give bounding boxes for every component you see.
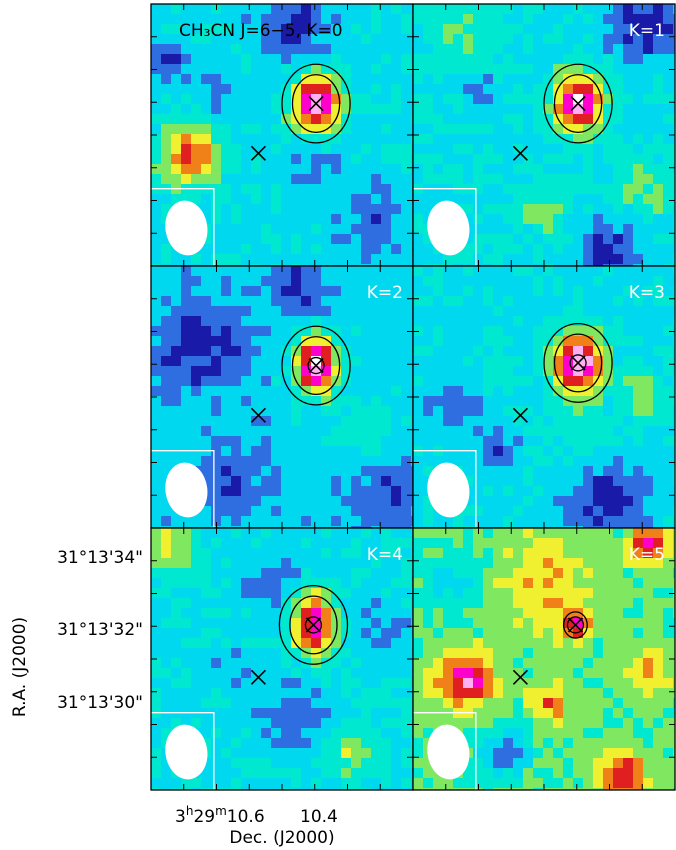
beam-box-3 xyxy=(151,450,215,528)
beam-ellipse-1 xyxy=(165,200,208,256)
xtick-hour: 3 xyxy=(175,807,186,827)
beam-box-1 xyxy=(151,188,215,266)
panel-2: K=1 xyxy=(412,3,676,267)
y-axis-label: R.A. (J2000) xyxy=(10,617,30,717)
xtick-label-ra: 3h29m10.6 xyxy=(175,804,265,827)
peak-marker-4 xyxy=(570,355,586,371)
panel-ticks-5 xyxy=(151,528,413,790)
peak-marker-1 xyxy=(308,95,324,112)
source-marker-1 xyxy=(250,145,266,161)
peak-circle-4 xyxy=(569,354,587,372)
intensity-map-6 xyxy=(413,528,675,790)
beam-ellipse-6 xyxy=(427,724,470,780)
peak-marker-3 xyxy=(308,357,324,374)
contour-3-1 xyxy=(281,325,351,406)
beam-ellipse-3 xyxy=(165,462,208,518)
panel-label-1: CH₃CN J=6−5, K=0 xyxy=(179,21,343,41)
panel-ticks-6 xyxy=(413,528,675,790)
beam-box-6 xyxy=(413,712,477,790)
peak-circle-5 xyxy=(304,616,323,634)
panel-5: K=4 xyxy=(150,527,414,791)
contour-1-2 xyxy=(291,74,341,134)
source-marker-3 xyxy=(250,407,266,423)
beam-ellipse-2 xyxy=(427,200,470,256)
ytick-label-34: 31°13'34" xyxy=(57,548,143,568)
beam-box-4 xyxy=(413,450,477,528)
contour-1-1 xyxy=(281,63,351,144)
panel-label-4: K=3 xyxy=(629,283,665,303)
contour-6-1 xyxy=(563,611,588,639)
panel-label-5: K=4 xyxy=(367,545,403,565)
peak-marker-5 xyxy=(305,617,322,633)
xtick-sec1: 10.6 xyxy=(227,807,265,827)
intensity-map-5 xyxy=(151,528,413,790)
contour-3-2 xyxy=(291,336,341,396)
panel-ticks-1 xyxy=(151,4,413,266)
beam-ellipse-5 xyxy=(165,724,208,780)
panel-label-6: K=5 xyxy=(629,545,665,565)
intensity-map-1 xyxy=(151,4,413,266)
panel-ticks-3 xyxy=(151,266,413,528)
beam-box-2 xyxy=(413,188,477,266)
panel-4: K=3 xyxy=(412,265,676,529)
contour-4-2 xyxy=(553,333,603,393)
x-axis-label: Dec. (J2000) xyxy=(229,828,334,848)
source-marker-4 xyxy=(512,407,528,423)
panels-layer: CH₃CN J=6−5, K=0 K=1 K=2 K=3 K=4 K=5 xyxy=(150,3,676,791)
source-marker-5 xyxy=(250,669,266,685)
contour-2-1 xyxy=(543,63,613,144)
panel-6: K=5 xyxy=(412,527,676,791)
xtick-label-ra2: 10.4 xyxy=(300,807,338,827)
contour-5-2 xyxy=(289,595,338,655)
panel-1: CH₃CN J=6−5, K=0 xyxy=(150,3,414,267)
contour-4-1 xyxy=(543,322,613,403)
contour-5-1 xyxy=(278,584,349,665)
intensity-map-2 xyxy=(413,4,675,266)
source-marker-6 xyxy=(512,669,528,685)
ytick-label-30: 31°13'30" xyxy=(57,693,143,713)
contour-2-2 xyxy=(553,74,603,134)
panel-label-2: K=1 xyxy=(629,21,665,41)
panel-3: K=2 xyxy=(150,265,414,529)
ytick-label-32: 31°13'32" xyxy=(57,620,143,640)
source-marker-2 xyxy=(512,145,528,161)
panel-label-3: K=2 xyxy=(367,283,403,303)
peak-marker-6 xyxy=(567,617,584,633)
peak-marker-2 xyxy=(570,95,586,112)
beam-ellipse-4 xyxy=(427,462,470,518)
peak-circle-6 xyxy=(566,616,585,634)
peak-circle-3 xyxy=(307,356,325,375)
beam-box-5 xyxy=(151,712,215,790)
xtick-min: 29 xyxy=(193,807,215,827)
panel-ticks-4 xyxy=(413,266,675,528)
panel-ticks-2 xyxy=(413,4,675,266)
